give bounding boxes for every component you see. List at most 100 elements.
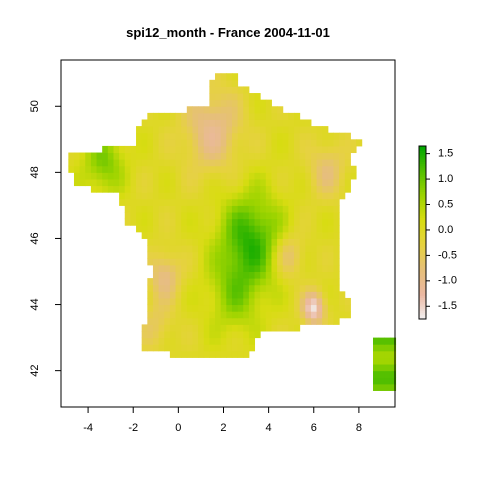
- raster-cell: [282, 311, 289, 319]
- raster-cell: [310, 264, 318, 273]
- colorbar-segment: [419, 163, 426, 167]
- raster-cell: [333, 218, 340, 226]
- raster-cell: [209, 106, 216, 114]
- raster-cell: [147, 185, 154, 193]
- raster-cell: [152, 145, 160, 154]
- raster-cell: [316, 317, 323, 325]
- raster-cell: [248, 258, 256, 266]
- raster-cell: [271, 304, 278, 312]
- colorbar-segment: [419, 189, 426, 193]
- raster-cell: [265, 324, 272, 332]
- raster-cell: [186, 178, 193, 187]
- raster-cell: [237, 205, 244, 213]
- raster-cell: [299, 218, 306, 226]
- raster-cell: [192, 238, 199, 246]
- raster-cell: [130, 212, 137, 220]
- raster-cell: [198, 225, 205, 233]
- raster-cell: [164, 212, 171, 220]
- raster-cell: [265, 264, 272, 273]
- raster-cell: [209, 86, 216, 94]
- raster-cell: [243, 178, 250, 187]
- raster-cell: [384, 370, 391, 378]
- raster-cell: [327, 278, 335, 286]
- raster-cell: [220, 212, 227, 220]
- raster-cell: [147, 112, 154, 120]
- raster-cell: [384, 357, 391, 365]
- raster-cell: [186, 212, 193, 220]
- raster-cell: [113, 152, 120, 160]
- raster-cell: [175, 330, 182, 339]
- raster-cell: [186, 198, 193, 206]
- raster-cell: [136, 178, 143, 187]
- raster-cell: [192, 192, 199, 200]
- raster-cell: [220, 284, 227, 292]
- raster-cell: [277, 311, 284, 319]
- raster-cell: [265, 145, 272, 154]
- raster-cell: [310, 132, 318, 140]
- raster-cell: [220, 238, 227, 246]
- raster-cell: [136, 172, 143, 180]
- raster-cell: [152, 212, 160, 220]
- raster-cell: [333, 132, 340, 140]
- raster-cell: [220, 291, 227, 299]
- raster-cell: [79, 152, 86, 160]
- raster-cell: [288, 264, 295, 273]
- raster-cell: [181, 271, 188, 279]
- raster-cell: [119, 198, 126, 206]
- raster-cell: [203, 225, 210, 233]
- raster-cell: [158, 145, 165, 154]
- raster-cell: [316, 205, 323, 213]
- raster-cell: [333, 225, 340, 233]
- raster-cell: [192, 178, 199, 187]
- raster-cell: [384, 377, 391, 385]
- raster-cell: [152, 165, 160, 173]
- raster-cell: [243, 311, 250, 319]
- raster-cell: [282, 132, 289, 140]
- raster-cell: [130, 172, 137, 180]
- colorbar-segment: [419, 293, 426, 296]
- raster-cell: [237, 106, 244, 114]
- raster-cell: [243, 126, 250, 134]
- raster-cell: [294, 192, 301, 200]
- raster-cell: [344, 297, 351, 306]
- raster-cell: [186, 291, 193, 299]
- raster-cell: [237, 172, 244, 180]
- raster-cell: [333, 271, 340, 279]
- raster-cell: [299, 212, 306, 220]
- raster-cell: [277, 192, 284, 200]
- raster-cell: [305, 178, 312, 187]
- raster-cell: [237, 165, 244, 173]
- raster-cell: [175, 192, 182, 200]
- raster-cell: [152, 317, 160, 325]
- raster-cell: [260, 152, 267, 160]
- colorbar-segment: [419, 282, 426, 285]
- raster-cell: [299, 264, 306, 273]
- raster-cell: [333, 205, 340, 213]
- raster-cell: [271, 132, 278, 140]
- raster-cell: [231, 126, 239, 134]
- y-tick-label: 48: [29, 166, 41, 178]
- raster-cell: [294, 311, 301, 319]
- raster-cell: [169, 172, 177, 180]
- colorbar-segment: [419, 243, 426, 247]
- raster-cell: [327, 258, 335, 266]
- raster-cell: [248, 225, 256, 233]
- raster-cell: [282, 192, 289, 200]
- raster-cell: [226, 172, 233, 180]
- colorbar-segment: [419, 306, 426, 309]
- raster-cell: [107, 178, 114, 187]
- raster-cell: [152, 297, 160, 306]
- raster-cell: [322, 251, 329, 259]
- raster-cell: [169, 198, 177, 206]
- raster-cell: [169, 324, 177, 332]
- raster-cell: [169, 284, 177, 292]
- raster-cell: [169, 344, 177, 352]
- raster-cell: [271, 245, 278, 253]
- raster-cell: [175, 317, 182, 325]
- raster-cell: [107, 152, 114, 160]
- raster-cell: [248, 172, 256, 180]
- raster-cell: [243, 205, 250, 213]
- raster-cell: [282, 172, 289, 180]
- raster-cell: [203, 278, 210, 286]
- raster-cell: [237, 132, 244, 140]
